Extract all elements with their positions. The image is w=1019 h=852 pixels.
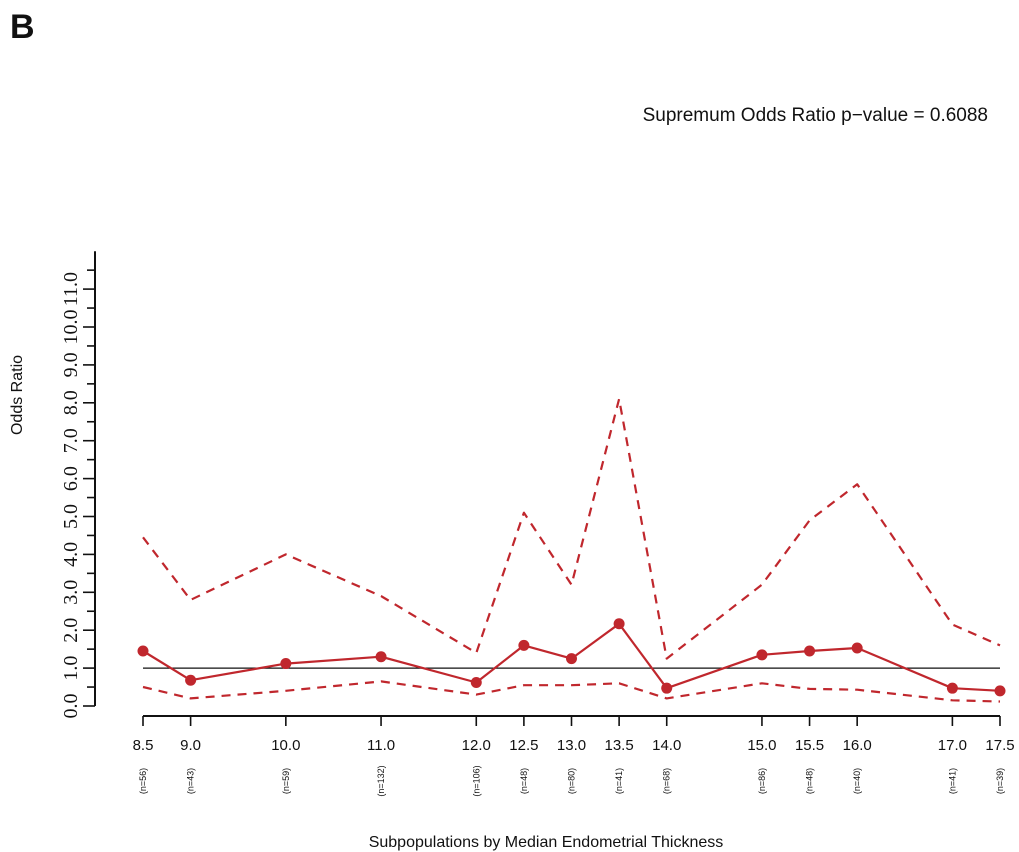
y-tick-label: 9.0: [60, 352, 82, 377]
estimate-point: [137, 645, 149, 657]
y-tick-label: 5.0: [60, 504, 82, 529]
x-tick-label: 10.0: [271, 737, 300, 754]
sample-size-label: (n=43): [186, 768, 196, 794]
panel-label: B: [10, 8, 35, 46]
x-tick-label: 16.0: [843, 737, 872, 754]
sample-size-label: (n=132): [376, 765, 386, 796]
x-tick-label: 12.5: [509, 737, 538, 754]
y-tick-label: 10.0: [60, 310, 82, 345]
x-tick-label: 15.5: [795, 737, 824, 754]
y-tick-label: 11.0: [60, 272, 82, 306]
y-tick-label: 4.0: [60, 542, 82, 567]
y-tick-label: 7.0: [60, 428, 82, 453]
lower-ci-line: [142, 680, 1001, 703]
y-tick-label: 1.0: [60, 656, 82, 681]
estimate-point: [946, 682, 958, 694]
estimate-point: [804, 645, 816, 657]
estimate-point: [661, 682, 673, 694]
y-tick-label: 6.0: [60, 466, 82, 491]
y-tick-label: 8.0: [60, 390, 82, 415]
sample-size-label: (n=86): [757, 768, 767, 794]
x-tick-label: 17.5: [985, 737, 1014, 754]
estimate-line: [142, 622, 1001, 692]
estimate-point: [851, 642, 863, 654]
x-tick-label: 13.0: [557, 737, 586, 754]
x-tick-label: 14.0: [652, 737, 681, 754]
x-tick-label: 12.0: [462, 737, 491, 754]
sample-size-label: (n=106): [471, 765, 481, 796]
upper-ci-line: [142, 397, 1001, 660]
x-tick-label: 15.0: [747, 737, 776, 754]
sample-size-label: (n=48): [805, 768, 815, 794]
x-tick-label: 17.0: [938, 737, 967, 754]
x-axis-label: Subpopulations by Median Endometrial Thi…: [369, 834, 724, 851]
x-tick-label: 9.0: [180, 737, 201, 754]
sample-size-label: (n=59): [281, 768, 291, 794]
x-tick-label: 8.5: [133, 737, 154, 754]
estimate-point: [470, 677, 482, 689]
estimate-point: [280, 658, 292, 670]
sample-size-label: (n=56): [138, 768, 148, 794]
x-tick-label: 13.5: [605, 737, 634, 754]
estimate-point: [756, 649, 768, 661]
sample-size-label: (n=39): [995, 768, 1005, 794]
y-tick-label: 2.0: [60, 618, 82, 643]
estimate-point: [994, 685, 1006, 697]
sample-size-label: (n=41): [614, 768, 624, 794]
sample-size-label: (n=48): [519, 768, 529, 794]
estimate-point: [518, 639, 530, 651]
y-tick-label: 0.0: [60, 694, 82, 719]
y-tick-label: 3.0: [60, 580, 82, 605]
estimate-point: [613, 618, 625, 630]
x-axis: 8.5 (n=56) 9.0 (n=43) 10.0 (n=59) 11.0 (n=132) 1…: [133, 715, 1015, 797]
sample-size-label: (n=68): [662, 768, 672, 794]
estimate-point: [185, 674, 197, 686]
sample-size-label: (n=41): [947, 768, 957, 794]
sample-size-label: (n=80): [567, 768, 577, 794]
sample-size-label: (n=40): [852, 768, 862, 794]
p-value-annotation: Supremum Odds Ratio p−value = 0.6088: [643, 105, 988, 126]
estimate-point: [566, 653, 577, 665]
y-axis-label: Odds Ratio: [9, 355, 26, 435]
x-tick-label: 11.0: [367, 737, 395, 754]
y-axis: 0.0 1.0 2.0 3.0 4.0 5.0 6.0 7.0 8.0 9.0 10.0 11.0: [60, 251, 96, 719]
estimate-point: [375, 651, 387, 663]
series-layer: [137, 397, 1006, 703]
